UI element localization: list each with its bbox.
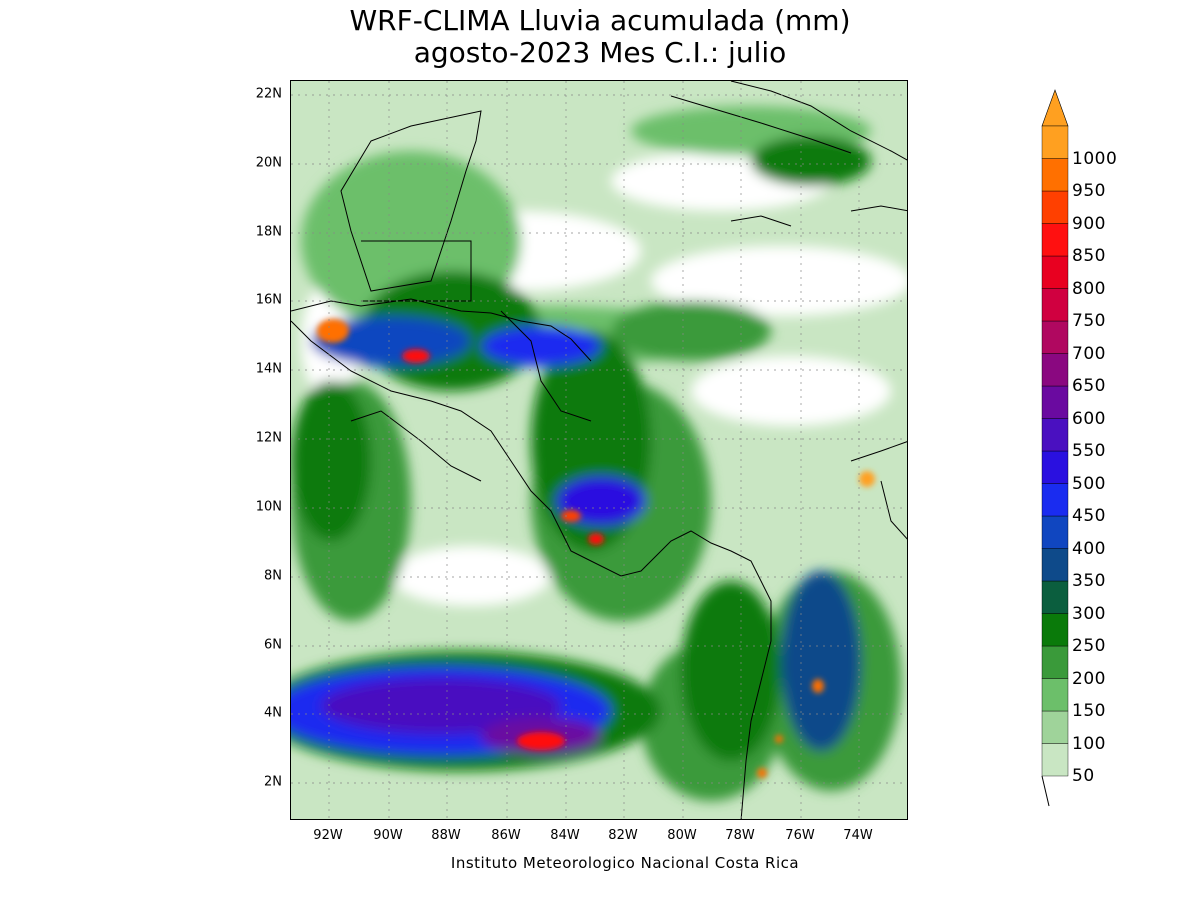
colorbar-swatch: [1041, 645, 1069, 679]
colorbar-level-label: 450: [1072, 506, 1106, 526]
lat-label: 18N: [255, 224, 282, 240]
lon-label: 92W: [313, 828, 343, 843]
lat-label: 6N: [264, 637, 282, 653]
colorbar-swatch: [1041, 385, 1069, 419]
colorbar-level-label: 500: [1072, 473, 1106, 494]
colorbar-level-label: 200: [1072, 668, 1106, 689]
precip-shading: [291, 106, 907, 801]
colorbar-swatch: [1041, 353, 1069, 387]
lon-label: 88W: [431, 828, 461, 843]
lon-label: 82W: [608, 828, 638, 843]
lon-label: 86W: [491, 828, 521, 843]
rainfall-map: [290, 80, 908, 820]
colorbar-level-label: 50: [1072, 766, 1095, 786]
colorbar-level-label: 1000: [1072, 148, 1118, 169]
colorbar-max-arrow: [1041, 89, 1069, 127]
map-subtitle: agosto-2023 Mes C.I.: julio: [413, 36, 787, 69]
colorbar-swatch: [1041, 678, 1069, 712]
colorbar-level-label: 350: [1072, 571, 1106, 591]
colorbar-level-label: 150: [1072, 701, 1106, 721]
lat-label: 22N: [255, 86, 282, 102]
coastlines: [291, 81, 907, 819]
lat-label: 14N: [255, 361, 282, 377]
colorbar-level-label: 600: [1072, 408, 1106, 429]
colorbar-swatch: [1041, 125, 1069, 159]
colorbar-swatch: [1041, 255, 1069, 289]
colorbar-swatch: [1041, 288, 1069, 322]
lon-label: 78W: [725, 828, 755, 843]
lon-label: 84W: [550, 828, 580, 843]
rainfall-field: [291, 81, 907, 819]
colorbar-swatch: [1041, 483, 1069, 517]
colorbar-level-label: 750: [1072, 311, 1106, 331]
colorbar-swatch: [1041, 548, 1069, 582]
lon-label: 74W: [843, 828, 873, 843]
lon-label: 80W: [667, 828, 697, 843]
colorbar-level-label: 700: [1072, 343, 1106, 364]
lat-label: 16N: [255, 292, 282, 308]
institution-credit: Instituto Meteorologico Nacional Costa R…: [450, 854, 800, 872]
lat-label: 2N: [264, 774, 282, 790]
colorbar-swatch: [1041, 580, 1069, 614]
colorbar-swatch: [1041, 320, 1069, 354]
colorbar-level-label: 850: [1072, 246, 1106, 266]
lat-label: 10N: [255, 499, 282, 515]
colorbar-swatch: [1041, 515, 1069, 549]
colorbar-level-label: 650: [1072, 376, 1106, 396]
lon-label: 90W: [373, 828, 403, 843]
colorbar-swatch: [1041, 418, 1069, 452]
colorbar-level-label: 100: [1072, 733, 1106, 754]
lat-label: 12N: [255, 430, 282, 446]
colorbar-swatch: [1041, 450, 1069, 484]
colorbar-swatch: [1041, 613, 1069, 647]
colorbar-swatch: [1041, 223, 1069, 257]
lat-label: 20N: [255, 155, 282, 171]
colorbar-level-label: 800: [1072, 278, 1106, 299]
colorbar: [1041, 89, 1069, 807]
colorbar-swatch: [1041, 158, 1069, 192]
lat-label: 4N: [264, 705, 282, 721]
colorbar-level-label: 950: [1072, 181, 1106, 201]
colorbar-swatch: [1041, 743, 1069, 777]
map-title: WRF-CLIMA Lluvia acumulada (mm): [349, 4, 851, 37]
colorbar-swatch: [1041, 710, 1069, 744]
colorbar-level-label: 550: [1072, 441, 1106, 461]
colorbar-min-tail: [1041, 775, 1050, 807]
colorbar-level-label: 400: [1072, 538, 1106, 559]
graticule: [291, 81, 907, 819]
colorbar-level-label: 900: [1072, 213, 1106, 234]
lat-label: 8N: [264, 568, 282, 584]
colorbar-level-label: 250: [1072, 636, 1106, 656]
precip-maxima: [317, 319, 875, 778]
lon-label: 76W: [785, 828, 815, 843]
colorbar-swatch: [1041, 190, 1069, 224]
colorbar-level-label: 300: [1072, 603, 1106, 624]
